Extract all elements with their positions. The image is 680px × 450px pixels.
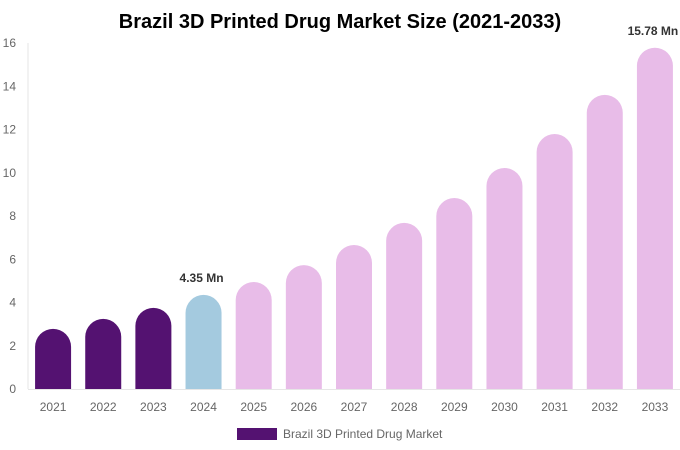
y-tick-label: 6 — [9, 252, 16, 266]
x-tick-label: 2032 — [591, 400, 618, 414]
x-tick-label: 2028 — [391, 400, 418, 414]
bar-2033 — [636, 47, 673, 389]
y-tick-label: 16 — [3, 36, 17, 50]
y-tick-label: 14 — [3, 79, 17, 93]
x-tick-label: 2029 — [441, 400, 468, 414]
x-tick-label: 2031 — [541, 400, 568, 414]
legend-label: Brazil 3D Printed Drug Market — [283, 427, 443, 441]
x-tick-label: 2023 — [140, 400, 167, 414]
bar-2028 — [386, 222, 423, 389]
bar-2031 — [536, 134, 573, 389]
bar-2026 — [285, 265, 322, 389]
x-tick-label: 2026 — [290, 400, 317, 414]
bar-2025 — [235, 281, 272, 389]
bar-2022 — [85, 318, 122, 389]
x-tick-label: 2033 — [642, 400, 669, 414]
data-label: 15.78 Mn — [628, 24, 679, 38]
data-label: 4.35 Mn — [180, 271, 224, 285]
bar-2027 — [336, 244, 372, 389]
chart-title: Brazil 3D Printed Drug Market Size (2021… — [119, 11, 561, 33]
y-tick-label: 12 — [3, 123, 17, 137]
bar-2032 — [586, 94, 623, 389]
y-tick-label: 0 — [9, 382, 16, 396]
bar-2030 — [486, 167, 523, 389]
y-tick-label: 2 — [9, 339, 16, 353]
x-tick-label: 2027 — [341, 400, 368, 414]
y-tick-label: 4 — [9, 296, 16, 310]
x-tick-label: 2025 — [240, 400, 267, 414]
bar-2021 — [35, 328, 72, 389]
bar-2023 — [135, 307, 172, 389]
x-tick-label: 2021 — [40, 400, 67, 414]
x-tick-label: 2024 — [190, 400, 217, 414]
bar-2029 — [436, 198, 473, 389]
x-tick-label: 2022 — [90, 400, 117, 414]
bar-2024 — [185, 294, 222, 389]
y-tick-label: 8 — [9, 209, 16, 223]
x-tick-label: 2030 — [491, 400, 518, 414]
y-tick-label: 10 — [3, 166, 17, 180]
legend-swatch — [237, 428, 277, 440]
legend: Brazil 3D Printed Drug Market — [237, 427, 443, 441]
